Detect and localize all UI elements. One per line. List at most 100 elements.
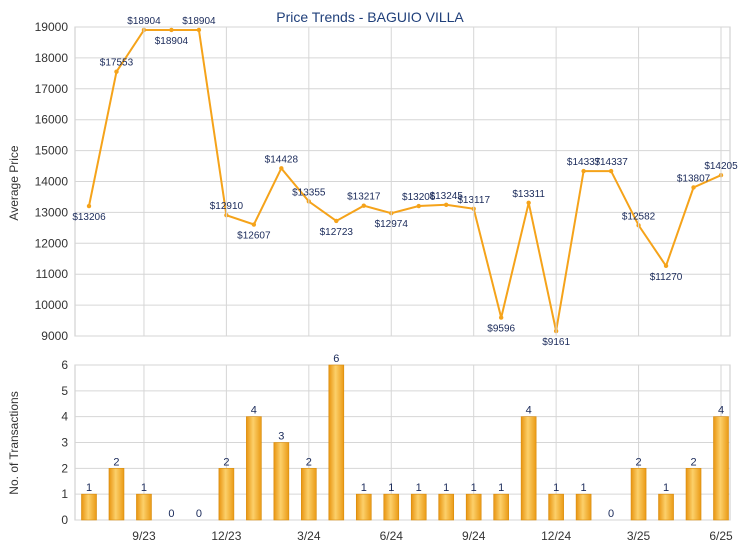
price-tick-label: 14000 <box>35 175 69 189</box>
transactions-tick-label: 1 <box>61 487 68 501</box>
price-panel: 9000 10000 11000 12000 13000 14000 15000 16000 1… <box>35 16 738 348</box>
price-tick-label: 16000 <box>35 113 69 127</box>
price-point <box>86 203 92 209</box>
transactions-bar-label: 4 <box>526 405 532 417</box>
x-tick-label: 9/24 <box>462 529 486 543</box>
transactions-bar <box>685 468 702 521</box>
price-point <box>279 166 284 171</box>
transactions-bar-label: 1 <box>141 482 147 494</box>
transactions-bar-label: 1 <box>553 482 559 494</box>
transactions-bar <box>301 468 317 521</box>
price-data-label: $13245 <box>430 191 464 202</box>
price-point <box>581 168 586 174</box>
transactions-bar <box>438 493 455 521</box>
transactions-bar <box>81 493 97 521</box>
transactions-bar <box>493 493 509 521</box>
transactions-tick-label: 2 <box>61 461 68 475</box>
price-point <box>416 203 421 209</box>
transactions-bar-label: 1 <box>443 482 449 494</box>
price-point <box>444 202 449 208</box>
price-point <box>526 200 531 205</box>
price-point <box>251 222 257 227</box>
transactions-bar-label: 1 <box>663 482 669 494</box>
price-data-label: $14337 <box>567 157 601 168</box>
price-data-label: $14428 <box>265 154 299 165</box>
transactions-bar-label: 1 <box>471 482 477 494</box>
x-tick-label: 3/24 <box>297 529 321 543</box>
price-tick-label: 12000 <box>35 236 69 250</box>
transactions-bar-label: 0 <box>608 508 614 520</box>
price-data-label: $11270 <box>650 272 683 283</box>
price-data-label: $13217 <box>347 192 381 203</box>
price-data-label: $13206 <box>72 212 106 223</box>
price-tick-label: 9000 <box>41 329 68 343</box>
price-tick-label: 19000 <box>35 20 69 34</box>
transactions-bar-label: 2 <box>690 456 696 468</box>
price-data-label: $9596 <box>487 324 515 335</box>
x-tick-label: 9/23 <box>132 529 156 543</box>
transactions-bar-label: 1 <box>498 482 504 494</box>
transactions-axis-label: No. of Transactions <box>7 391 21 494</box>
x-tick-label: 6/25 <box>709 529 733 543</box>
price-point <box>608 168 614 174</box>
price-data-label: $17553 <box>100 58 134 69</box>
price-data-label: $13311 <box>512 189 545 200</box>
transactions-bar <box>410 493 427 521</box>
price-point <box>663 263 669 269</box>
transactions-bar-label: 1 <box>416 482 422 494</box>
transactions-bar-label: 2 <box>113 456 119 468</box>
transactions-panel: 0 1 2 3 4 5 6 9/23 12/23 3/24 6/24 9/24 12/24 3/25 6/2… <box>61 353 733 543</box>
price-data-label: $14337 <box>594 157 628 168</box>
transactions-tick-label: 3 <box>61 436 68 450</box>
transactions-tick-label: 0 <box>61 513 68 527</box>
price-point <box>498 315 504 320</box>
price-data-label: $9161 <box>542 337 570 348</box>
transactions-bar <box>355 493 372 521</box>
transactions-bar-label: 2 <box>223 456 229 468</box>
price-tick-label: 17000 <box>35 82 69 96</box>
price-data-label: $18904 <box>155 36 189 47</box>
price-data-label: $12607 <box>237 231 271 242</box>
price-tick-label: 11000 <box>36 267 69 281</box>
price-tick-label: 10000 <box>35 298 69 312</box>
transactions-bar-label: 4 <box>718 405 724 417</box>
price-point <box>361 203 366 208</box>
price-data-label: $13206 <box>402 192 436 203</box>
transactions-bar-label: 2 <box>636 456 642 468</box>
price-data-label: $18904 <box>127 16 161 27</box>
price-data-label: $12723 <box>320 227 354 238</box>
transactions-bar <box>273 442 290 521</box>
transactions-bar-label: 1 <box>361 482 367 494</box>
price-tick-label: 15000 <box>35 144 69 158</box>
transactions-bar <box>520 416 537 521</box>
transactions-bar-label: 1 <box>86 482 92 494</box>
price-point <box>169 27 174 33</box>
x-tick-label: 3/25 <box>627 529 651 543</box>
transactions-bar-label: 0 <box>196 508 202 520</box>
x-tick-label: 12/23 <box>211 529 241 543</box>
transactions-bar <box>328 364 345 521</box>
x-tick-label: 6/24 <box>380 529 404 543</box>
price-series-line <box>88 29 722 332</box>
x-tick-label: 12/24 <box>541 529 571 543</box>
price-point <box>691 185 696 190</box>
transactions-bar <box>383 493 400 521</box>
price-point <box>196 27 202 33</box>
price-data-label: $18904 <box>182 16 216 27</box>
transactions-bar-label: 4 <box>251 405 257 417</box>
transactions-bar-label: 6 <box>333 353 339 365</box>
transactions-bar <box>465 493 482 521</box>
transactions-bar-label: 0 <box>168 508 174 520</box>
transactions-bar <box>108 468 125 521</box>
transactions-bar <box>713 416 729 521</box>
price-point <box>334 218 339 224</box>
transactions-bar-label: 3 <box>278 431 284 443</box>
transactions-tick-label: 6 <box>61 358 68 372</box>
price-tick-label: 18000 <box>35 51 69 65</box>
transactions-bar-label: 1 <box>581 482 587 494</box>
price-data-label: $13807 <box>677 173 711 184</box>
transactions-bar-label: 1 <box>388 482 394 494</box>
transactions-bar <box>136 493 152 521</box>
transactions-bar-label: 2 <box>306 456 312 468</box>
